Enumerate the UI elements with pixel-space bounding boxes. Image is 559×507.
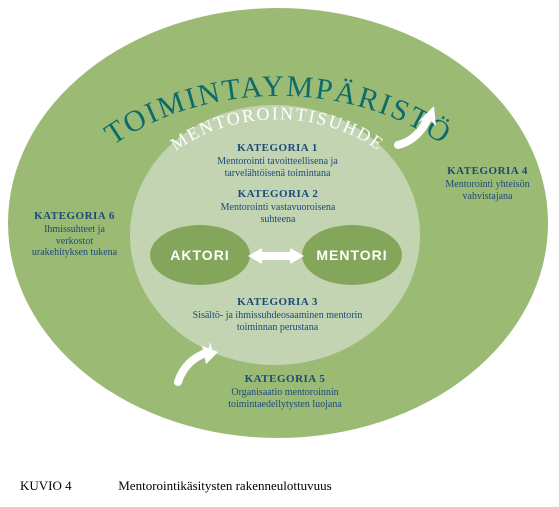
kat4-desc: Mentorointi yhteisön vahvistajana [440, 179, 535, 202]
kat5-desc: Organisaatio mentoroinnin toimintaedelly… [225, 387, 345, 410]
mentoring-diagram: TOIMINTAYMPÄRISTÖ MENTOROINTISUHDE KATEG… [0, 0, 559, 460]
mentor-node: MENTORI [302, 225, 402, 285]
kategoria-2: KATEGORIA 2 Mentorointi vastavuoroisena … [213, 188, 343, 225]
kat1-desc: Mentorointi tavoitteellisena ja tarveläh… [195, 156, 360, 179]
kat2-title: KATEGORIA 2 [213, 188, 343, 200]
arrow-bottom-left-icon [160, 340, 220, 400]
kategoria-3: KATEGORIA 3 Sisältö- ja ihmissuhdeosaami… [190, 296, 365, 333]
kat5-title: KATEGORIA 5 [225, 373, 345, 385]
kat6-desc: Ihmissuhteet ja verkostot urakehityksen … [27, 224, 122, 259]
caption-text: Mentorointikäsitysten rakenneulottuvuus [118, 478, 331, 493]
kategoria-4: KATEGORIA 4 Mentorointi yhteisön vahvist… [440, 165, 535, 202]
kat1-title: KATEGORIA 1 [195, 142, 360, 154]
kategoria-6: KATEGORIA 6 Ihmissuhteet ja verkostot ur… [27, 210, 122, 259]
kat6-title: KATEGORIA 6 [27, 210, 122, 222]
kat2-desc: Mentorointi vastavuoroisena suhteena [213, 202, 343, 225]
kategoria-1: KATEGORIA 1 Mentorointi tavoitteellisena… [195, 142, 360, 179]
arrow-top-right-icon [388, 100, 448, 160]
double-arrow-icon [248, 246, 304, 266]
kat4-title: KATEGORIA 4 [440, 165, 535, 177]
figure-caption: KUVIO 4 Mentorointikäsitysten rakenneulo… [20, 478, 332, 494]
actor-node: AKTORI [150, 225, 250, 285]
mentor-label: MENTORI [316, 247, 387, 263]
kat3-desc: Sisältö- ja ihmissuhdeosaaminen mentorin… [190, 310, 365, 333]
kategoria-5: KATEGORIA 5 Organisaatio mentoroinnin to… [225, 373, 345, 410]
actor-label: AKTORI [170, 247, 229, 263]
caption-label: KUVIO 4 [20, 478, 115, 494]
kat3-title: KATEGORIA 3 [190, 296, 365, 308]
